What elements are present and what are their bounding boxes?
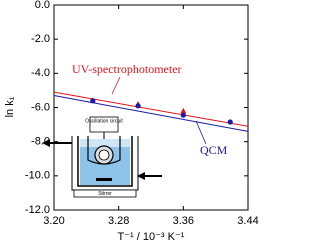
series-label: UV-spectrophotometer — [72, 62, 182, 76]
y-axis-label: ln k₁ — [4, 96, 16, 117]
y-tick-label: 0.0 — [35, 0, 50, 11]
point — [90, 98, 96, 104]
y-tick-label: -10.0 — [25, 170, 50, 182]
inset-label: Stirrer — [98, 191, 112, 197]
apparatus-inset: Oscillation circuit Stirrer — [42, 116, 162, 198]
x-tick-label: 3.28 — [108, 215, 129, 227]
fit-line — [53, 95, 249, 132]
stir-bar — [96, 178, 112, 181]
point — [180, 107, 187, 114]
x-tick-label: 3.44 — [237, 215, 258, 227]
x-tick-label: 3.36 — [173, 215, 194, 227]
arrow-head — [42, 139, 50, 147]
x-tick-label: 3.20 — [43, 215, 64, 227]
stirrer-box — [73, 189, 137, 198]
crystal — [98, 149, 110, 161]
series-label: QCM — [200, 143, 228, 157]
inset-label: Oscillation circuit — [85, 118, 123, 124]
water-top — [80, 139, 130, 147]
y-tick-label: -4.0 — [31, 67, 50, 79]
label-pointer — [195, 120, 207, 145]
arrow-head — [137, 172, 145, 180]
point — [227, 119, 233, 125]
y-tick-label: -8.0 — [31, 136, 50, 148]
label-pointer — [111, 76, 121, 95]
y-tick-label: -2.0 — [31, 33, 50, 45]
point — [180, 112, 186, 118]
y-tick-label: -12.0 — [25, 204, 50, 216]
beaker — [77, 136, 133, 187]
y-tick-label: -6.0 — [31, 101, 50, 113]
chart: Oscillation circuit Stirrer ln k₁ T⁻¹ / … — [4, 0, 259, 243]
fit-line — [53, 91, 249, 127]
point — [135, 103, 141, 109]
x-axis-label: T⁻¹ / 10⁻³ K⁻¹ — [118, 231, 185, 243]
